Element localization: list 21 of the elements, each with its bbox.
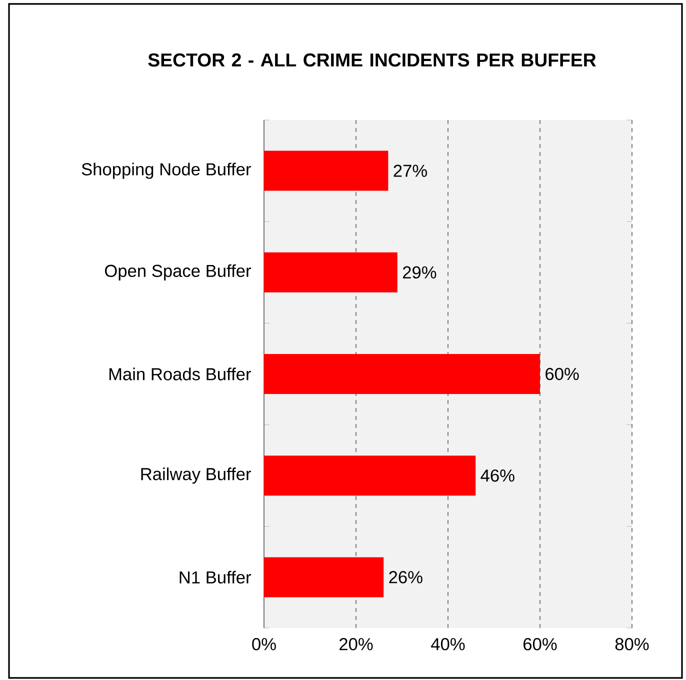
bar [264, 252, 398, 292]
y-tick-label: Railway Buffer [141, 468, 251, 484]
bar [264, 354, 540, 394]
bar [264, 150, 388, 191]
x-tick-label: 40% [431, 638, 465, 650]
data-label: 46% [480, 469, 514, 482]
x-tick-label: 60% [524, 638, 557, 650]
x-tick-label: 20% [340, 638, 373, 650]
data-label: 26% [389, 571, 422, 584]
y-tick-label: N1 Buffer [180, 570, 251, 584]
data-label: 27% [394, 164, 427, 177]
y-tick-label: Open Space Buffer [104, 264, 251, 280]
data-label: 60% [546, 368, 579, 380]
bar [264, 557, 384, 598]
bar [264, 456, 476, 496]
data-label: 29% [402, 266, 436, 279]
y-tick-label: Main Roads Buffer [109, 368, 251, 380]
x-tick-label: 0% [252, 638, 276, 650]
x-tick-label: 80% [615, 638, 649, 650]
y-tick-label: Shopping Node Buffer [82, 162, 251, 179]
chart-title: SECTOR 2 - ALL CRIME INCIDENTS PER BUFFER [148, 53, 596, 67]
